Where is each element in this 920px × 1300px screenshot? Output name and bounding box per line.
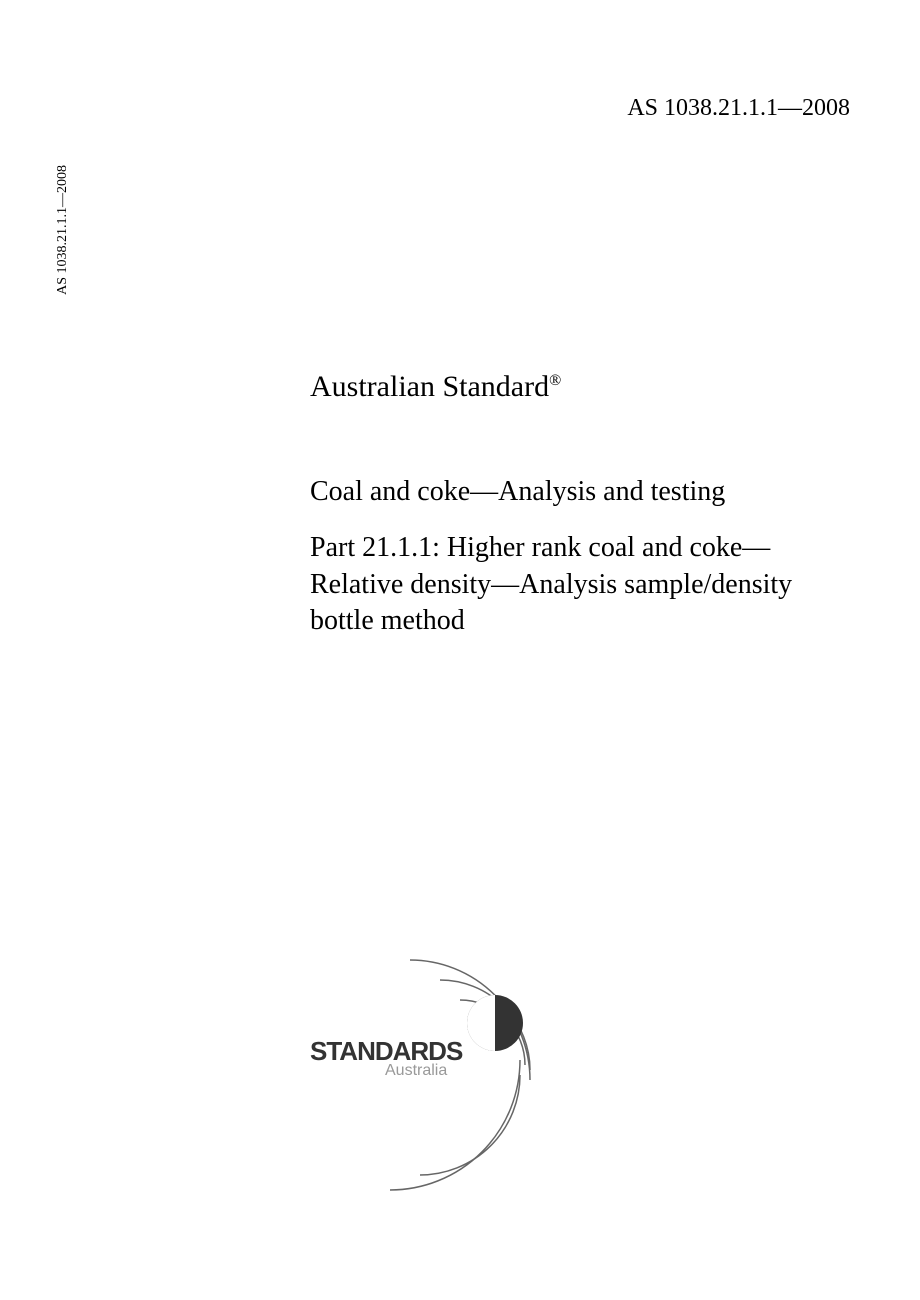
logo-text-container: STANDARDS Australia [310, 1036, 462, 1080]
heading-australian-standard: Australian Standard® [310, 370, 850, 404]
standards-australia-logo: STANDARDS Australia [310, 920, 630, 1200]
heading-primary-text: Australian Standard [310, 370, 549, 403]
document-number-sidebar: AS 1038.21.1.1—2008 [55, 165, 71, 295]
document-number-header: AS 1038.21.1.1—2008 [627, 95, 850, 122]
heading-title: Coal and coke—Analysis and testing [310, 474, 850, 510]
registered-symbol: ® [549, 372, 561, 389]
heading-subtitle: Part 21.1.1: Higher rank coal and coke—R… [310, 530, 850, 639]
main-content-area: Australian Standard® Coal and coke—Analy… [310, 370, 850, 640]
